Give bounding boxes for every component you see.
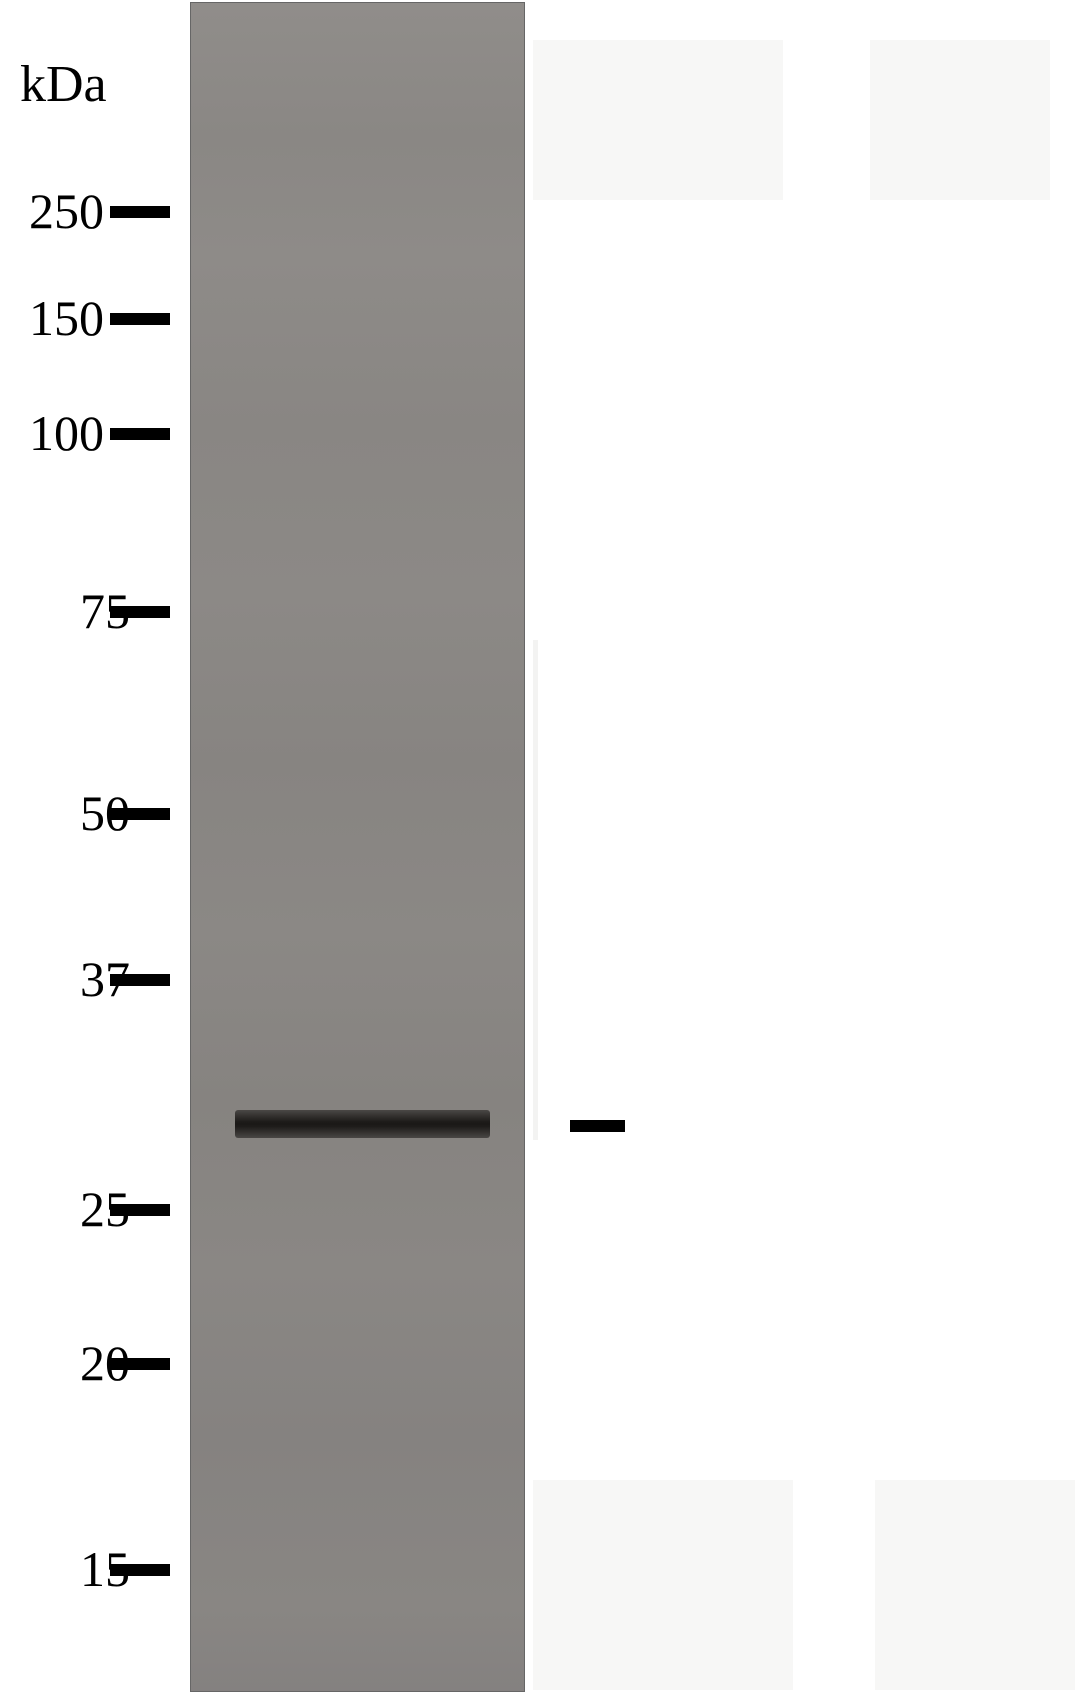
marker-tick-100 xyxy=(110,428,170,440)
axis-unit-label: kDa xyxy=(20,55,107,114)
marker-label-100: 100 xyxy=(4,404,104,462)
marker-tick-25 xyxy=(110,1204,170,1216)
bg-patch xyxy=(533,640,538,1140)
marker-tick-20 xyxy=(110,1358,170,1370)
bg-patch xyxy=(533,40,783,200)
bg-patch xyxy=(870,40,1050,200)
blot-lane xyxy=(190,2,525,1692)
marker-tick-50 xyxy=(110,808,170,820)
marker-tick-250 xyxy=(110,206,170,218)
marker-tick-37 xyxy=(110,974,170,986)
marker-tick-75 xyxy=(110,606,170,618)
bg-patch xyxy=(533,1480,793,1690)
band-indicator xyxy=(570,1120,625,1132)
marker-label-150: 150 xyxy=(4,289,104,347)
marker-tick-15 xyxy=(110,1564,170,1576)
marker-tick-150 xyxy=(110,313,170,325)
bg-patch xyxy=(875,1480,1075,1690)
western-blot-figure: kDa 250 150 100 75 50 37 25 20 15 xyxy=(0,0,1080,1695)
marker-label-250: 250 xyxy=(4,182,104,240)
protein-band xyxy=(235,1110,490,1138)
